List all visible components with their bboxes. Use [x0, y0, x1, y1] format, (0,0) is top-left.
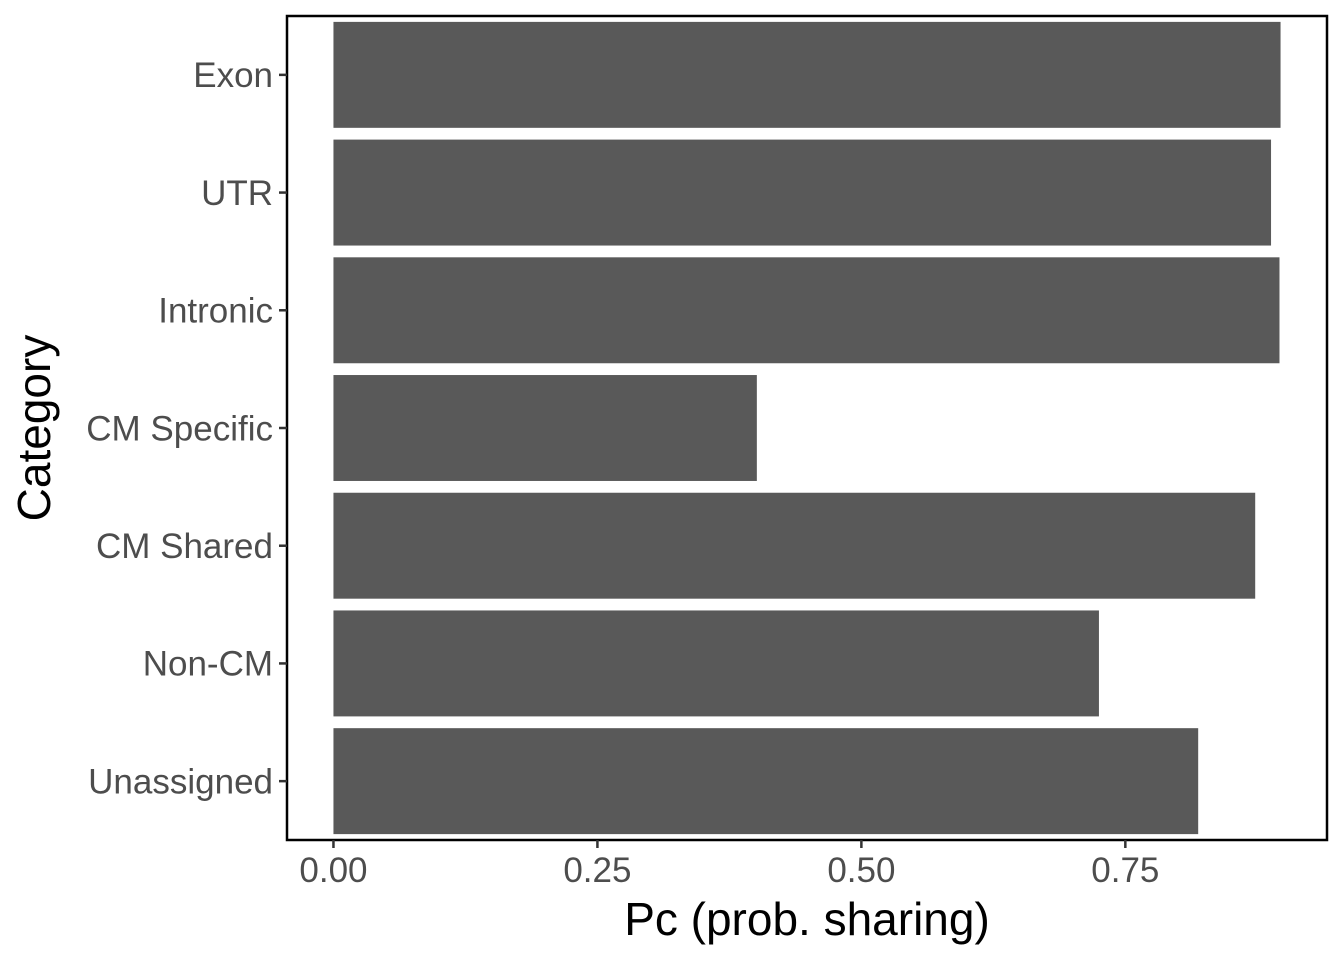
y-axis-title: Category — [8, 335, 60, 522]
y-tick-label: CM Specific — [86, 409, 273, 448]
y-tick-label: Intronic — [158, 292, 273, 331]
y-tick-label: CM Shared — [96, 527, 273, 566]
y-axis: Exon UTR Intronic CM Specific CM Shared Non-C… — [86, 56, 287, 801]
bar-utr — [333, 139, 1272, 246]
x-tick-label: 0.75 — [1091, 851, 1159, 890]
bar-unassigned — [333, 728, 1199, 835]
bar-cm-shared — [333, 492, 1256, 599]
y-tick-label: UTR — [201, 174, 273, 213]
x-axis-title: Pc (prob. sharing) — [624, 893, 990, 945]
y-tick-label: Unassigned — [88, 762, 273, 801]
x-tick-label: 0.00 — [299, 851, 367, 890]
x-axis: 0.00 0.25 0.50 0.75 — [299, 840, 1159, 890]
y-tick-label: Exon — [193, 56, 273, 95]
bar-cm-specific — [333, 375, 757, 481]
x-tick-label: 0.25 — [563, 851, 631, 890]
bar-intronic — [333, 257, 1280, 364]
bar-non-cm — [333, 610, 1099, 717]
y-tick-label: Non-CM — [143, 645, 273, 684]
x-tick-label: 0.50 — [827, 851, 895, 890]
bar-exon — [333, 21, 1281, 128]
bars — [333, 21, 1281, 835]
